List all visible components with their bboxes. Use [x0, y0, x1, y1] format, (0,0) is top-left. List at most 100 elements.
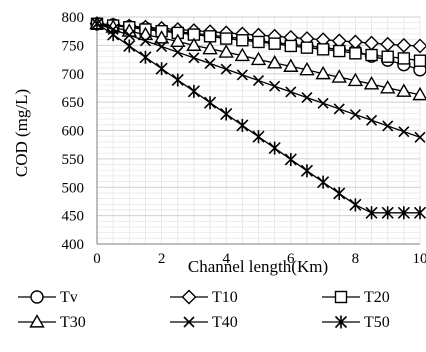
data-point [252, 74, 265, 87]
asterisk-marker [203, 96, 217, 110]
asterisk-marker [252, 130, 265, 144]
data-point [315, 65, 331, 80]
series-t30 [89, 15, 426, 101]
square-marker [333, 44, 346, 58]
data-point [317, 97, 329, 109]
asterisk-marker [123, 39, 136, 53]
x-marker [236, 69, 248, 81]
legend-marker [183, 316, 195, 328]
asterisk-marker [349, 198, 362, 212]
data-point [300, 41, 314, 54]
triangle-marker [170, 33, 186, 47]
data-point [220, 63, 232, 75]
data-point [365, 206, 378, 220]
square-marker [349, 47, 362, 60]
triangle-marker [29, 314, 45, 328]
y-tick-label: 500 [62, 180, 85, 196]
legend-marker [29, 314, 45, 328]
data-point [317, 175, 330, 189]
square-marker [300, 41, 314, 54]
x-marker [183, 316, 195, 328]
x-marker [317, 97, 329, 109]
data-point [218, 44, 234, 58]
y-axis-title: COD (mg/L) [12, 89, 31, 177]
data-point [252, 35, 265, 49]
legend-marker [181, 289, 197, 305]
data-point [396, 83, 412, 97]
data-point [333, 44, 346, 58]
diamond-marker [364, 35, 380, 51]
square-marker [203, 30, 217, 43]
legend-item-tv: Tv [18, 289, 78, 306]
data-point [300, 164, 314, 178]
data-point [382, 120, 394, 132]
diamond-marker [396, 37, 412, 53]
data-point [349, 47, 362, 60]
data-point [268, 37, 281, 50]
data-point [284, 39, 297, 53]
data-point [414, 131, 426, 143]
triangle-marker [266, 55, 283, 69]
data-point [187, 84, 200, 98]
legend-marker [334, 315, 348, 329]
x-marker [414, 131, 426, 143]
data-point [413, 206, 426, 220]
legend-item-t50: T50 [322, 314, 390, 331]
y-tick-label: 400 [62, 237, 85, 253]
x-marker [382, 120, 394, 132]
legend-item-t30: T30 [18, 314, 86, 331]
series-lines [89, 15, 426, 220]
triangle-marker [283, 58, 299, 72]
data-point [203, 96, 217, 110]
triangle-marker [347, 72, 364, 87]
triangle-marker [218, 44, 234, 58]
x-marker [220, 63, 232, 75]
square-marker [413, 54, 426, 67]
asterisk-marker [155, 62, 168, 76]
diamond-marker [412, 38, 426, 54]
diamond-marker [181, 289, 197, 305]
series-t50 [90, 17, 426, 220]
x-marker [139, 35, 152, 47]
data-point [316, 43, 330, 56]
x-marker [349, 109, 361, 121]
asterisk-marker [268, 141, 281, 155]
square-marker [236, 34, 249, 47]
triangle-marker [412, 86, 426, 101]
legend-label: Tv [60, 289, 78, 306]
y-tick-label: 800 [62, 10, 85, 26]
asterisk-marker [90, 17, 104, 31]
data-point [252, 130, 265, 144]
data-point [397, 52, 411, 65]
x-marker [301, 92, 313, 104]
data-point [172, 46, 184, 58]
x-tick-label: 2 [158, 251, 166, 267]
data-point [381, 206, 394, 220]
data-point [156, 40, 168, 53]
legend-label: T20 [364, 289, 390, 306]
legend-label: T50 [364, 314, 390, 331]
data-point [412, 38, 426, 54]
asterisk-marker [107, 28, 120, 42]
x-tick-label: 0 [93, 251, 101, 267]
asterisk-marker [171, 73, 184, 87]
data-point [381, 50, 394, 63]
square-marker [334, 290, 348, 304]
x-tick-label: 8 [352, 251, 360, 267]
data-point [90, 17, 104, 31]
data-point [397, 206, 410, 220]
data-point [301, 92, 313, 104]
triangle-marker [331, 69, 347, 83]
x-axis-title: Channel length(Km) [188, 257, 328, 276]
data-point [123, 39, 136, 53]
legend-marker [334, 290, 348, 304]
asterisk-marker [334, 315, 348, 329]
x-marker [269, 80, 281, 92]
x-marker [156, 40, 168, 53]
data-point [107, 28, 120, 42]
y-tick-label: 650 [62, 95, 85, 111]
square-marker [365, 48, 378, 62]
x-marker [398, 126, 410, 138]
square-marker [316, 43, 330, 56]
legend: Tv T10 T20 T30 T40 T50 [18, 289, 390, 331]
